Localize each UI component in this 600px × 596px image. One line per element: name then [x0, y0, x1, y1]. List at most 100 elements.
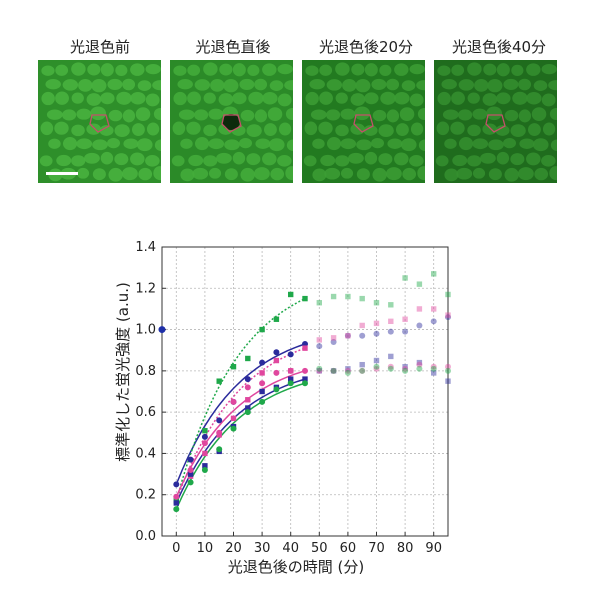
- data-point: [173, 506, 180, 513]
- panel-title-immediately-after: 光退色直後: [195, 38, 271, 56]
- y-tick-label: 1.2: [135, 281, 156, 296]
- data-point: [344, 367, 351, 374]
- data-point: [273, 316, 280, 322]
- panel-title-after-20min: 光退色後20分: [318, 38, 414, 56]
- y-tick-label: 1.0: [135, 323, 156, 338]
- data-point: [345, 293, 351, 300]
- data-point: [445, 312, 451, 318]
- data-point: [445, 367, 451, 374]
- data-point: [216, 417, 223, 424]
- data-point: [416, 306, 423, 312]
- data-point: [173, 493, 180, 500]
- reference-point: [158, 326, 166, 334]
- data-point: [187, 479, 194, 486]
- data-point: [316, 365, 323, 372]
- data-point: [216, 446, 223, 453]
- fit-curve: [175, 343, 306, 485]
- data-point: [445, 314, 451, 321]
- data-point: [202, 450, 208, 457]
- data-point: [201, 433, 208, 440]
- y-tick-label: 0.4: [135, 446, 156, 461]
- data-point: [359, 322, 365, 329]
- data-point: [287, 351, 294, 358]
- data-point: [373, 300, 380, 306]
- data-point: [344, 332, 351, 339]
- data-point: [230, 425, 237, 432]
- data-point: [230, 415, 237, 422]
- data-point: [431, 306, 437, 312]
- data-point: [373, 363, 380, 370]
- micrograph-before: [38, 60, 161, 183]
- micrograph-after-20min: [302, 60, 425, 183]
- fit-curve: [175, 378, 306, 504]
- data-point: [388, 302, 394, 308]
- data-point: [288, 376, 294, 382]
- x-tick-label: 80: [397, 541, 414, 556]
- data-point: [387, 328, 394, 335]
- data-point: [316, 343, 323, 350]
- data-point: [330, 367, 337, 374]
- data-point: [359, 361, 365, 368]
- data-point: [302, 380, 308, 387]
- data-point: [202, 463, 208, 469]
- data-point: [302, 295, 308, 302]
- data-point: [244, 376, 251, 383]
- x-tick-label: 20: [225, 541, 242, 556]
- x-tick-label: 90: [425, 541, 442, 556]
- data-point: [245, 397, 251, 403]
- data-point: [244, 409, 251, 416]
- data-point: [445, 378, 451, 384]
- panel-title-after-40min: 光退色後40分: [451, 38, 547, 56]
- data-point: [402, 328, 409, 335]
- x-tick-label: 40: [282, 541, 299, 556]
- data-point: [259, 359, 266, 366]
- data-point: [302, 345, 308, 351]
- data-point: [187, 456, 194, 463]
- data-point: [359, 367, 366, 374]
- data-point: [431, 370, 437, 376]
- data-point: [259, 398, 266, 405]
- data-point: [316, 337, 322, 343]
- x-tick-label: 30: [254, 541, 271, 556]
- data-point: [173, 500, 179, 506]
- data-point: [430, 318, 437, 325]
- data-point: [445, 363, 451, 370]
- data-point: [387, 363, 394, 370]
- x-tick-label: 60: [340, 541, 357, 556]
- data-point: [402, 365, 409, 372]
- data-point: [373, 365, 380, 372]
- panel-title-before: 光退色前: [69, 38, 130, 56]
- y-tick-label: 0.2: [135, 488, 156, 503]
- data-point: [416, 361, 423, 368]
- micrograph-after-40min: [434, 60, 557, 183]
- data-point: [187, 471, 194, 477]
- fit-curve: [175, 382, 306, 510]
- data-point: [216, 378, 222, 384]
- micrograph-immediately-after: [170, 60, 293, 183]
- data-point: [330, 293, 337, 300]
- x-tick-label: 10: [197, 541, 214, 556]
- data-point: [288, 291, 294, 298]
- y-tick-label: 1.4: [135, 240, 156, 255]
- data-point: [287, 380, 294, 387]
- data-point: [345, 333, 351, 339]
- data-point: [359, 332, 366, 339]
- data-point: [259, 380, 266, 387]
- scale-bar: [46, 172, 78, 175]
- data-point: [402, 275, 408, 281]
- data-point: [187, 466, 194, 473]
- data-point: [431, 271, 437, 277]
- data-point: [216, 429, 223, 436]
- chart-grid: [162, 246, 448, 537]
- data-point: [316, 368, 322, 374]
- data-point: [173, 481, 180, 488]
- data-point: [345, 366, 351, 372]
- data-point: [416, 281, 423, 287]
- data-point: [416, 322, 423, 329]
- chart-axes: 0 10 20 30 40 50 60 70 80 90 0.0 0.2 0.4 0.6 0.8 1.0 1.2…: [135, 240, 449, 556]
- data-point: [230, 398, 237, 405]
- data-point: [359, 295, 365, 302]
- data-point: [402, 364, 408, 370]
- data-point: [201, 440, 208, 447]
- y-tick-label: 0.0: [135, 529, 156, 544]
